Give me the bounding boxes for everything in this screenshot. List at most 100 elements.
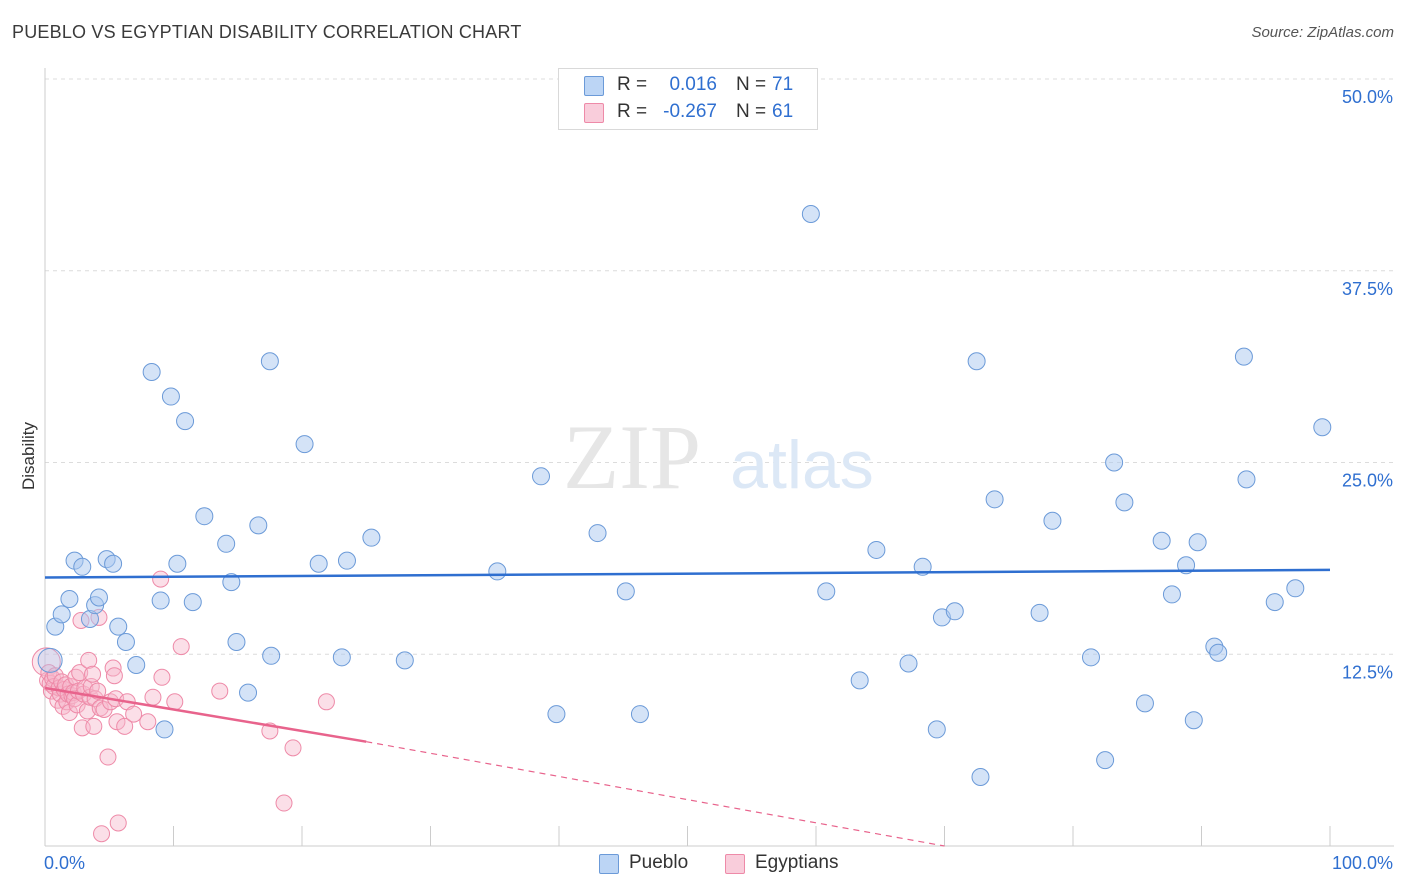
pueblo-point	[168, 554, 187, 573]
pueblo-point	[1043, 511, 1062, 530]
pueblo-point	[867, 540, 886, 559]
pueblo-point	[1152, 531, 1171, 550]
pueblo-n-value: 71	[772, 74, 794, 95]
egyptians-point	[99, 748, 117, 766]
watermark-atlas: atlas	[730, 427, 874, 503]
egyptians-point	[109, 814, 127, 832]
watermark-zip: ZIP	[563, 406, 701, 508]
pueblo-point	[488, 562, 507, 581]
x-tick-label-max: 100.0%	[1332, 853, 1393, 873]
egyptians-point	[105, 667, 123, 685]
y-tick-label-1: 25.0%	[1342, 471, 1393, 491]
pueblo-point	[1105, 453, 1124, 472]
pueblo-point	[945, 602, 964, 621]
pueblo-point	[817, 582, 836, 601]
pueblo-point	[395, 651, 414, 670]
egyptians-r-value: -0.267	[663, 101, 717, 122]
bottom-legend-egyptians[interactable]: Egyptians	[725, 852, 855, 876]
pueblo-point	[195, 507, 214, 526]
pueblo-point	[222, 573, 241, 592]
pueblo-point	[332, 648, 351, 667]
pueblo-r-value: 0.016	[669, 74, 717, 95]
pueblo-point	[1313, 418, 1332, 437]
egyptians-point	[152, 570, 170, 588]
pueblo-points	[37, 204, 1332, 786]
pueblo-point	[616, 582, 635, 601]
pueblo-point	[1030, 603, 1049, 622]
egyptians-point	[317, 693, 335, 711]
axes-layer	[44, 68, 1394, 847]
pueblo-point	[295, 435, 314, 454]
egyptians-point	[116, 717, 134, 735]
pueblo-point	[127, 655, 146, 674]
pueblo-point	[588, 524, 607, 543]
pueblo-point	[260, 352, 279, 371]
egyptians-point	[211, 682, 229, 700]
pueblo-point	[217, 534, 236, 553]
pueblo-point	[104, 554, 123, 573]
pueblo-n-label: N =	[736, 74, 767, 95]
egyptians-point	[93, 825, 111, 843]
pueblo-point	[155, 720, 174, 739]
egyptians-point	[80, 651, 98, 669]
pueblo-point	[52, 605, 71, 624]
y-tick-label-0: 12.5%	[1342, 662, 1393, 682]
egyptians-point	[78, 702, 96, 720]
source-credit: Source: ZipAtlas.com	[1251, 24, 1394, 41]
pueblo-point	[249, 516, 268, 535]
pueblo-point	[532, 467, 551, 486]
pueblo-point	[899, 654, 918, 673]
y-tick-label-2: 37.5%	[1342, 279, 1393, 299]
x-tick-label-min: 0.0%	[44, 853, 85, 873]
pueblo-point	[239, 683, 258, 702]
pueblo-point	[362, 528, 381, 547]
egyptians-r-label: R =	[617, 101, 648, 122]
pueblo-point	[967, 352, 986, 371]
pueblo-point	[1162, 585, 1181, 604]
pueblo-point	[161, 387, 180, 406]
chart-title: PUEBLO VS EGYPTIAN DISABILITY CORRELATIO…	[12, 22, 522, 42]
pueblo-r-label: R =	[617, 74, 648, 95]
y-tick-label-3: 50.0%	[1342, 87, 1393, 107]
pueblo-point	[37, 647, 63, 673]
egyptians-point	[284, 739, 302, 757]
pueblo-point	[1286, 579, 1305, 598]
pueblo-point	[109, 617, 128, 636]
pueblo-legend-swatch	[599, 854, 619, 874]
bottom-legend-pueblo[interactable]: Pueblo	[599, 852, 699, 876]
pueblo-point	[850, 671, 869, 690]
egyptians-point	[125, 705, 143, 723]
pueblo-point	[262, 646, 281, 665]
pueblo-point	[630, 705, 649, 724]
pueblo-point	[60, 590, 79, 609]
pueblo-point	[1184, 711, 1203, 730]
egyptians-point	[84, 665, 102, 683]
egyptians-point	[153, 668, 171, 686]
egyptians-n-label: N =	[736, 101, 767, 122]
pueblo-point	[1081, 648, 1100, 667]
trend-lines	[44, 568, 1331, 847]
pueblo-point	[309, 554, 328, 573]
egyptians-point	[144, 688, 162, 706]
egyptians-swatch	[584, 103, 604, 123]
pueblo-point	[142, 362, 161, 381]
pueblo-point	[927, 720, 946, 739]
egyptians-point	[76, 679, 94, 697]
pueblo-point	[176, 412, 195, 431]
pueblo-swatch	[584, 76, 604, 96]
axis-labels: 12.5% 25.0% 37.5% 50.0% 0.0% 100.0%	[44, 87, 1393, 873]
pueblo-point	[337, 551, 356, 570]
pueblo-point	[1188, 533, 1207, 552]
pueblo-point	[1209, 643, 1228, 662]
pueblo-point	[801, 204, 820, 223]
pueblo-point	[1115, 493, 1134, 512]
pueblo-point	[116, 632, 135, 651]
pueblo-point	[985, 490, 1004, 509]
pueblo-point	[1096, 751, 1115, 770]
egyptians-points	[31, 570, 335, 843]
pueblo-point	[1135, 694, 1154, 713]
pueblo-point	[151, 591, 170, 610]
pueblo-point	[1234, 347, 1253, 366]
pueblo-legend-label: Pueblo	[629, 852, 689, 873]
